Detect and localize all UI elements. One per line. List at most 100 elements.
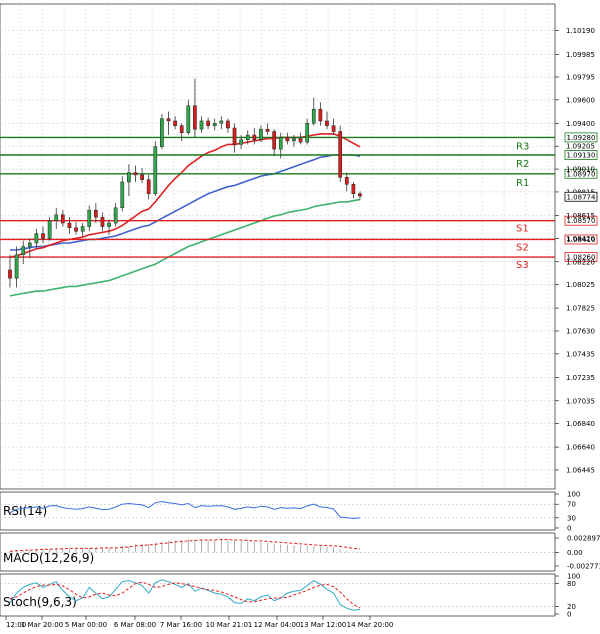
price-tick-label: 1.07630 [566, 327, 595, 335]
candle [351, 181, 356, 199]
level-price-box [564, 150, 598, 160]
indicator-tick-label: 0 [567, 525, 571, 533]
indicator-tick-label: -0.002771 [567, 563, 600, 571]
candle-body [34, 233, 39, 244]
candle-body [127, 172, 131, 183]
candle-body [351, 184, 356, 194]
rsi-title: RSI(14) [3, 504, 47, 518]
candle-body [311, 108, 316, 124]
candle [140, 167, 144, 184]
candle-body [100, 216, 105, 227]
time-label: 10 Mar 21:01 [206, 621, 253, 629]
indicator-tick-label: 100 [567, 573, 580, 581]
candle [67, 217, 72, 234]
candle [47, 217, 52, 241]
candle-body [278, 137, 283, 150]
time-label: 1 Mar 20:00 [21, 621, 63, 629]
indicator-tick-label: 0.002897 [567, 535, 600, 543]
candle-body [27, 242, 32, 247]
candle-body [93, 209, 98, 218]
candle-body [41, 233, 45, 239]
candle [305, 118, 310, 145]
time-label: 12:00 [6, 621, 26, 629]
candle [8, 254, 12, 288]
candle [179, 123, 184, 141]
candle [34, 228, 39, 249]
candle [146, 174, 151, 200]
level-name-r2: R2 [516, 159, 529, 170]
candle [166, 111, 171, 136]
macd-title: MACD(12,26,9) [3, 551, 94, 565]
candle-body [146, 179, 151, 194]
candle-body [120, 181, 125, 209]
candle-body [54, 214, 59, 221]
candle [27, 238, 32, 259]
candle-body [140, 174, 144, 180]
price-tick-label: 1.09010 [566, 166, 595, 174]
ma-green-path [9, 198, 361, 297]
candle-body [344, 177, 349, 185]
candle [344, 172, 349, 192]
stoch-title: Stoch(9,6,3) [3, 595, 77, 609]
candle-body [292, 138, 296, 142]
candle [193, 78, 197, 138]
candle-body [199, 120, 204, 130]
candle-body [166, 118, 171, 122]
candle-body [186, 105, 191, 133]
candle [54, 207, 59, 229]
candle [74, 221, 78, 235]
level-price-label: 1.09130 [567, 151, 596, 159]
ma-blue-line [10, 154, 361, 251]
candle [133, 165, 138, 182]
level-price-box [564, 132, 598, 143]
level-price-label: 1.08970 [567, 170, 596, 178]
price-tick-label: 1.07435 [566, 350, 595, 358]
candle [278, 132, 283, 159]
candle [173, 116, 177, 130]
candle [80, 223, 85, 238]
candle [219, 116, 224, 130]
candle [153, 140, 158, 197]
level-price-box [564, 215, 598, 226]
price-tick-label: 1.09600 [566, 96, 595, 104]
indicator-tick-label: 20 [567, 603, 576, 611]
candle-body [107, 222, 111, 227]
candle-body [21, 246, 26, 255]
price-tick-label: 1.07235 [566, 374, 595, 382]
stoch-panel-frame [0, 573, 556, 617]
candle [331, 118, 336, 136]
level-name-r1: R1 [516, 178, 529, 189]
ma-green-line [9, 198, 361, 297]
time-label: 6 Mar 08:00 [114, 621, 156, 629]
candle [60, 210, 65, 227]
candle-body [265, 128, 270, 132]
price-tick-label: 1.06840 [566, 420, 595, 428]
pivot-levels: R3 1.09280 R2 1.09130 R1 1.08970 S1 1.08570 S2 1.… [0, 132, 598, 271]
macd-panel-frame [0, 532, 556, 572]
candle [87, 205, 92, 232]
candle [107, 219, 111, 235]
indicator-tick-label: 80 [567, 580, 576, 588]
candle [358, 191, 362, 200]
candle [127, 164, 131, 197]
time-label: 12 Mar 04:00 [254, 621, 301, 629]
candle-body [219, 120, 224, 124]
candle-body [239, 139, 243, 145]
macd-indicator: 0.002897 0.00 -0.002771 [0, 535, 600, 571]
candle [232, 123, 237, 153]
stoch-d-line [9, 581, 361, 609]
candle [259, 125, 263, 143]
candle [239, 135, 243, 150]
price-axis: 1.10190 1.09985 1.09795 1.09600 1.09400 1.092… [555, 27, 598, 474]
time-label: 7 Mar 16:00 [160, 621, 202, 629]
level-name-s3: S3 [516, 260, 529, 271]
candle [311, 97, 316, 126]
candle-body [179, 125, 184, 133]
price-tick-label: 1.09985 [566, 51, 595, 59]
candle [318, 102, 323, 126]
candle-body [252, 134, 257, 140]
candle-body [193, 105, 197, 130]
level-price-label: 1.08570 [567, 217, 596, 225]
